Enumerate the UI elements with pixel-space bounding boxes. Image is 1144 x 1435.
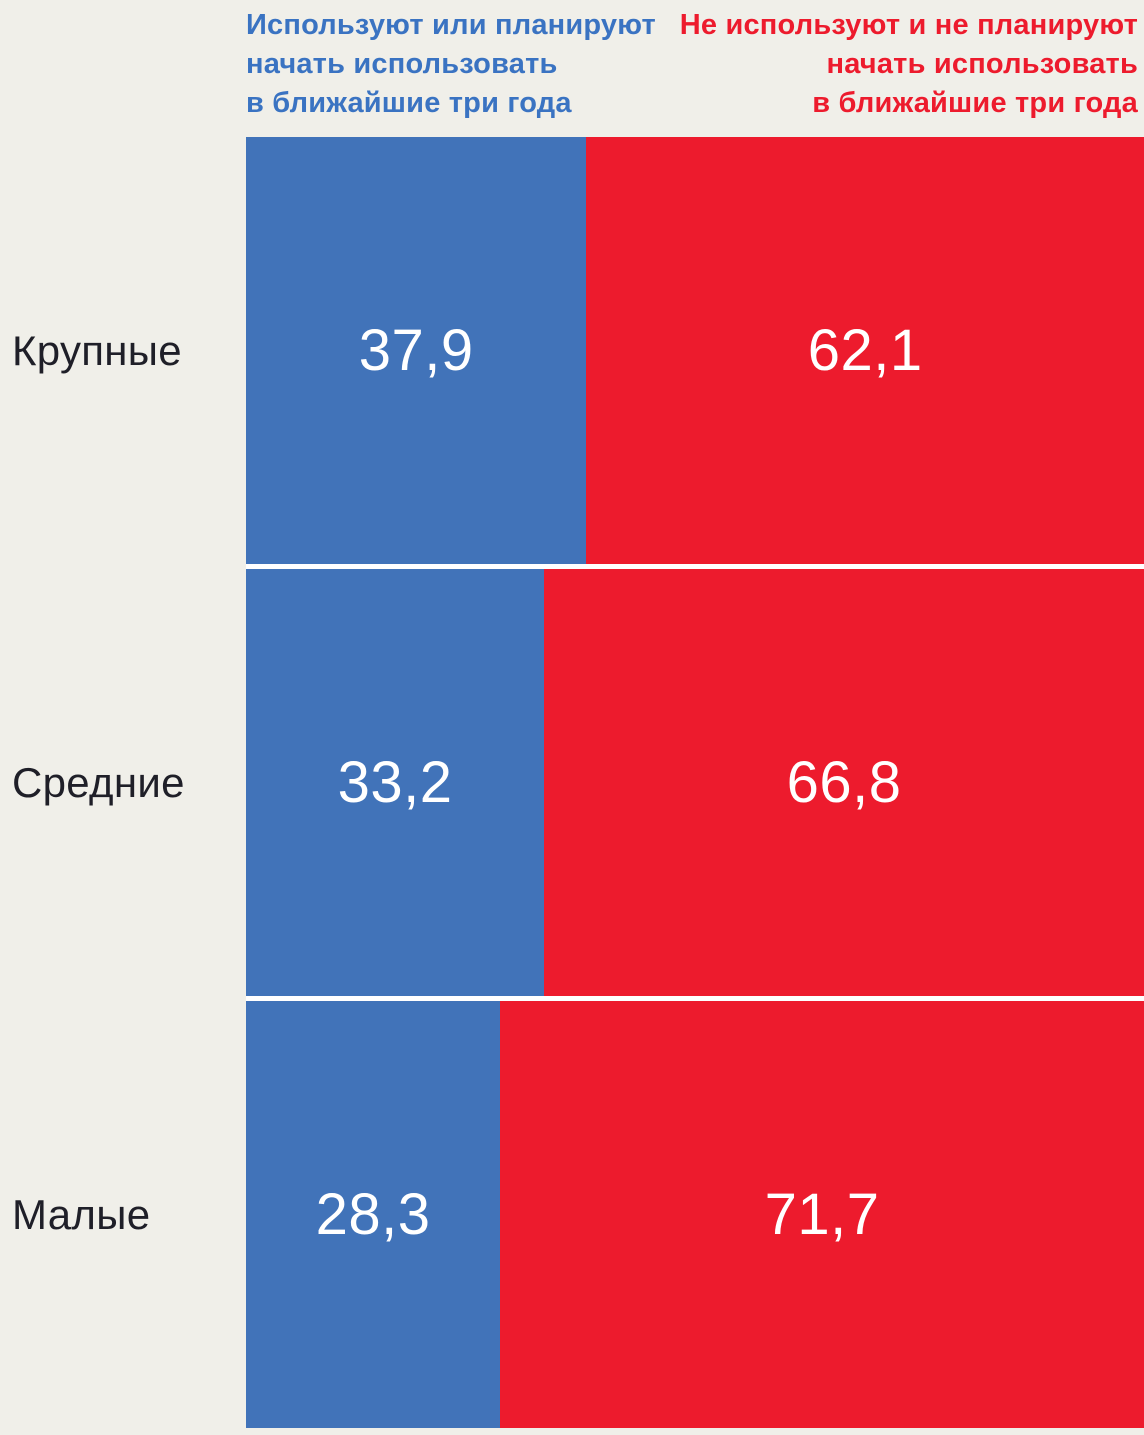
category-label-small: Малые — [12, 1190, 151, 1238]
bar-segment-not-used-large: 62,1 — [586, 137, 1144, 564]
bar-segment-used-medium: 33,2 — [246, 569, 545, 996]
bar-segment-used-small: 28,3 — [246, 1001, 501, 1428]
legend-item-used: Используют или планируют начать использо… — [246, 6, 656, 123]
legend-not-used-line-3: в ближайшие три года — [812, 87, 1138, 119]
chart-row-small: Малые 28,3 71,7 — [0, 1001, 1144, 1428]
legend-item-not-used: Не используют и не планируют начать испо… — [680, 6, 1138, 123]
row-divider — [246, 564, 1144, 569]
legend-used-line-1: Используют или планируют — [246, 9, 656, 41]
bar-segment-not-used-small: 71,7 — [500, 1001, 1144, 1428]
bar-group-small: 28,3 71,7 — [246, 1001, 1144, 1428]
bar-segment-used-large: 37,9 — [246, 137, 587, 564]
row-divider — [246, 996, 1144, 1001]
legend-used-line-2: начать использовать — [246, 48, 558, 80]
bar-segment-not-used-medium: 66,8 — [544, 569, 1144, 996]
chart-legend: Используют или планируют начать использо… — [0, 0, 1144, 137]
bar-group-large: 37,9 62,1 — [246, 137, 1144, 564]
category-label-large: Крупные — [12, 326, 182, 374]
chart-row-large: Крупные 37,9 62,1 — [0, 137, 1144, 564]
legend-not-used-line-2: начать использовать — [826, 48, 1138, 80]
legend-used-line-3: в ближайшие три года — [246, 87, 572, 119]
stacked-bar-chart: Крупные 37,9 62,1 Средние 33,2 66,8 Малы… — [0, 137, 1144, 1428]
chart-row-medium: Средние 33,2 66,8 — [0, 569, 1144, 996]
bar-group-medium: 33,2 66,8 — [246, 569, 1144, 996]
category-label-medium: Средние — [12, 758, 185, 806]
legend-not-used-line-1: Не используют и не планируют — [679, 9, 1138, 41]
